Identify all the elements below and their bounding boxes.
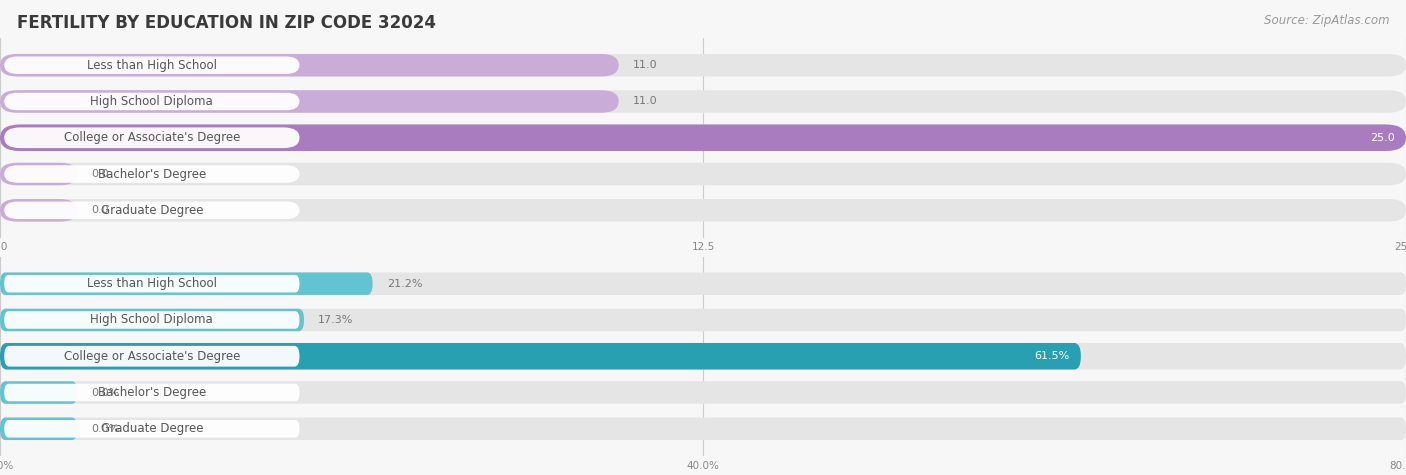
FancyBboxPatch shape	[0, 381, 1406, 404]
Text: College or Associate's Degree: College or Associate's Degree	[63, 131, 240, 144]
FancyBboxPatch shape	[0, 343, 1406, 370]
Text: Graduate Degree: Graduate Degree	[101, 422, 202, 435]
FancyBboxPatch shape	[4, 346, 299, 367]
FancyBboxPatch shape	[0, 90, 1406, 113]
FancyBboxPatch shape	[0, 90, 619, 113]
FancyBboxPatch shape	[0, 381, 77, 404]
FancyBboxPatch shape	[0, 343, 1081, 370]
FancyBboxPatch shape	[4, 420, 299, 437]
Text: 11.0: 11.0	[633, 60, 658, 70]
FancyBboxPatch shape	[4, 384, 299, 401]
FancyBboxPatch shape	[0, 124, 1406, 151]
FancyBboxPatch shape	[0, 309, 1406, 331]
FancyBboxPatch shape	[0, 124, 1406, 151]
FancyBboxPatch shape	[0, 163, 77, 185]
FancyBboxPatch shape	[4, 93, 299, 110]
FancyBboxPatch shape	[0, 199, 1406, 221]
Text: College or Associate's Degree: College or Associate's Degree	[63, 350, 240, 363]
Text: High School Diploma: High School Diploma	[90, 314, 214, 326]
FancyBboxPatch shape	[0, 418, 77, 440]
Text: Bachelor's Degree: Bachelor's Degree	[98, 386, 205, 399]
Text: Source: ZipAtlas.com: Source: ZipAtlas.com	[1264, 14, 1389, 27]
FancyBboxPatch shape	[0, 309, 304, 331]
Text: 61.5%: 61.5%	[1035, 351, 1070, 361]
Text: 0.0: 0.0	[91, 169, 110, 179]
Text: Bachelor's Degree: Bachelor's Degree	[98, 168, 205, 180]
Text: 0.0%: 0.0%	[91, 424, 120, 434]
Text: 0.0%: 0.0%	[91, 388, 120, 398]
Text: Less than High School: Less than High School	[87, 277, 217, 290]
FancyBboxPatch shape	[4, 127, 299, 148]
Text: 17.3%: 17.3%	[318, 315, 353, 325]
Text: 25.0: 25.0	[1369, 133, 1395, 143]
FancyBboxPatch shape	[4, 201, 299, 219]
FancyBboxPatch shape	[4, 57, 299, 74]
FancyBboxPatch shape	[0, 54, 1406, 76]
FancyBboxPatch shape	[0, 273, 373, 295]
Text: FERTILITY BY EDUCATION IN ZIP CODE 32024: FERTILITY BY EDUCATION IN ZIP CODE 32024	[17, 14, 436, 32]
FancyBboxPatch shape	[0, 54, 619, 76]
FancyBboxPatch shape	[0, 199, 77, 221]
Text: 21.2%: 21.2%	[387, 279, 422, 289]
Text: High School Diploma: High School Diploma	[90, 95, 214, 108]
FancyBboxPatch shape	[0, 273, 1406, 295]
Text: 11.0: 11.0	[633, 96, 658, 106]
FancyBboxPatch shape	[4, 311, 299, 329]
Text: 0.0: 0.0	[91, 205, 110, 215]
FancyBboxPatch shape	[0, 418, 1406, 440]
Text: Less than High School: Less than High School	[87, 59, 217, 72]
FancyBboxPatch shape	[4, 275, 299, 293]
FancyBboxPatch shape	[4, 165, 299, 183]
Text: Graduate Degree: Graduate Degree	[101, 204, 202, 217]
FancyBboxPatch shape	[0, 163, 1406, 185]
